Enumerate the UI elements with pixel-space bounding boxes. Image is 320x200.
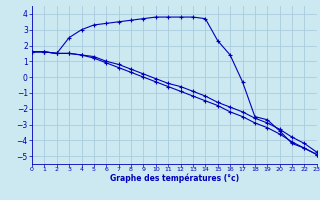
X-axis label: Graphe des températures (°c): Graphe des températures (°c) (110, 174, 239, 183)
